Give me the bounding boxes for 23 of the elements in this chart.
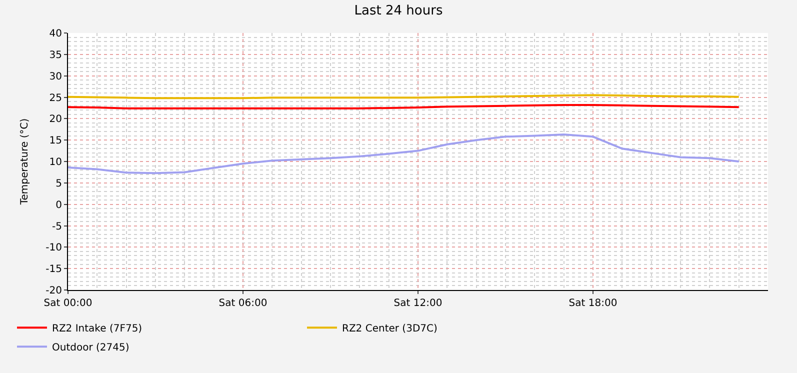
y-tick-label: -5 — [52, 221, 62, 232]
y-tick-label: 40 — [49, 28, 62, 40]
y-tick-label: -20 — [46, 286, 62, 296]
legend-label: RZ2 Center (3D7C) — [342, 324, 438, 335]
y-tick-label: 0 — [56, 200, 62, 211]
y-tick-label: 10 — [49, 157, 62, 168]
y-tick-label: 20 — [49, 114, 62, 126]
y-tick-label: 5 — [56, 178, 62, 190]
y-tick-label: 35 — [49, 50, 62, 61]
y-axis-title: Temperature (°C) — [20, 118, 31, 206]
y-tick-label: -15 — [46, 264, 62, 276]
y-tick-label: 15 — [49, 136, 62, 147]
line-series — [68, 134, 740, 174]
x-tick-label: Sat 00:00 — [44, 298, 92, 309]
legend-label: Outdoor (2745) — [52, 342, 130, 354]
legend-label: RZ2 Intake (7F75) — [52, 324, 142, 335]
x-tick-label: Sat 12:00 — [394, 298, 442, 309]
y-tick-label: 30 — [49, 71, 62, 82]
chart-title: Last 24 hours — [354, 4, 443, 19]
x-tick-label: Sat 06:00 — [218, 298, 268, 309]
x-tick-label: Sat 18:00 — [568, 298, 618, 309]
y-tick-label: -10 — [46, 242, 62, 254]
y-tick-label: 25 — [49, 92, 62, 104]
